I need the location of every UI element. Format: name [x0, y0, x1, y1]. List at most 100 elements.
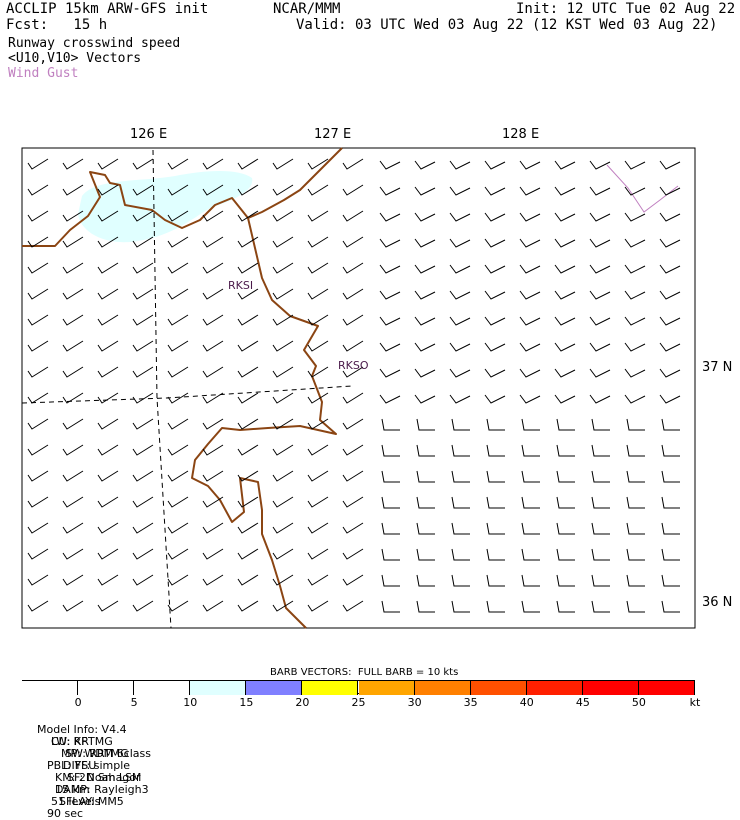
- wind-barb: [659, 316, 681, 326]
- wind-barb: [556, 548, 575, 561]
- wind-barb: [307, 548, 329, 560]
- wind-barb: [381, 470, 400, 483]
- wind-barb: [451, 600, 470, 613]
- wind-barb: [554, 368, 576, 378]
- wind-barb: [132, 236, 154, 248]
- wind-barb: [414, 238, 436, 248]
- wind-barb: [342, 418, 364, 430]
- wind-barb: [307, 184, 329, 196]
- forecast-hour: Fcst: 15 h: [6, 17, 108, 33]
- color-bar: [22, 680, 695, 695]
- footer-model-info: Model Info: V4.4: [37, 723, 127, 736]
- wind-barb: [556, 418, 575, 431]
- color-bar-tick-label: 10: [183, 696, 198, 709]
- wind-barb: [521, 496, 540, 509]
- wind-barb: [272, 314, 294, 326]
- wind-barb: [97, 392, 119, 404]
- wind-barb: [237, 366, 259, 378]
- wind-barb: [132, 496, 154, 508]
- wind-barb: [62, 392, 84, 404]
- color-bar-segment: [358, 681, 415, 695]
- wind-barb: [97, 158, 119, 170]
- wind-barb: [202, 314, 224, 326]
- wind-map: [21, 147, 696, 629]
- lat-label-37: 37 N: [702, 360, 733, 375]
- wind-barb: [167, 392, 189, 404]
- wind-barb: [519, 264, 541, 274]
- wind-barb: [624, 316, 646, 326]
- wind-barb: [484, 238, 506, 248]
- wind-barb: [27, 366, 49, 378]
- wind-barb: [27, 184, 49, 196]
- wind-barb: [342, 496, 364, 508]
- wind-barb: [661, 600, 680, 613]
- wind-barb: [237, 444, 259, 456]
- wind-barb: [556, 496, 575, 509]
- wind-barb: [167, 548, 189, 560]
- wind-barb: [521, 444, 540, 457]
- color-bar-segment: [638, 681, 695, 695]
- wind-barb: [484, 394, 506, 404]
- wind-barb: [414, 368, 436, 378]
- wind-barb: [449, 264, 471, 274]
- map-frame: [21, 147, 696, 629]
- wind-barb: [272, 470, 294, 482]
- wind-barb: [416, 548, 435, 561]
- wind-barb: [486, 470, 505, 483]
- wind-barb: [379, 342, 401, 352]
- wind-barb: [486, 496, 505, 509]
- wind-barb: [307, 340, 329, 352]
- wind-barb: [381, 548, 400, 561]
- wind-barb: [202, 392, 224, 404]
- wind-barb: [486, 522, 505, 535]
- wind-barb: [486, 574, 505, 587]
- wind-barb: [379, 290, 401, 300]
- wind-barb: [554, 212, 576, 222]
- wind-barb: [132, 210, 154, 222]
- wind-barb: [484, 342, 506, 352]
- wind-barb: [381, 418, 400, 431]
- wind-barb: [307, 236, 329, 248]
- wind-barb: [486, 444, 505, 457]
- wind-barb: [62, 184, 84, 196]
- wind-barb: [379, 394, 401, 404]
- wind-barb: [27, 340, 49, 352]
- wind-barb: [167, 496, 189, 508]
- wind-barb: [521, 418, 540, 431]
- wind-barb: [659, 238, 681, 248]
- wind-barb: [416, 418, 435, 431]
- wind-barb: [132, 158, 154, 170]
- wind-barb: [416, 470, 435, 483]
- wind-barb: [167, 470, 189, 482]
- wind-barb: [659, 160, 681, 170]
- wind-barb: [27, 470, 49, 482]
- wind-barb: [307, 522, 329, 534]
- wind-barb: [449, 342, 471, 352]
- color-bar-unit: kt: [689, 696, 701, 709]
- wind-barb: [167, 574, 189, 586]
- color-bar-tick-label: 5: [130, 696, 138, 709]
- wind-barb: [167, 366, 189, 378]
- wind-barb: [416, 522, 435, 535]
- wind-barb: [484, 316, 506, 326]
- wind-barb: [589, 238, 611, 248]
- wind-barb: [449, 368, 471, 378]
- wind-barb: [626, 444, 645, 457]
- wind-barb: [27, 496, 49, 508]
- wind-barb: [379, 368, 401, 378]
- wind-barb: [97, 288, 119, 300]
- wind-barb: [589, 212, 611, 222]
- wind-barb: [237, 288, 259, 300]
- wind-barb: [97, 314, 119, 326]
- wind-barb: [62, 158, 84, 170]
- wind-barb: [202, 158, 224, 170]
- wind-barb: [132, 184, 154, 196]
- wind-barb: [132, 444, 154, 456]
- wind-barb: [416, 574, 435, 587]
- wind-barb: [589, 342, 611, 352]
- wind-barb: [519, 160, 541, 170]
- wind-barb: [451, 522, 470, 535]
- wind-barb: [659, 264, 681, 274]
- wind-barb: [27, 392, 49, 404]
- wind-barb: [521, 574, 540, 587]
